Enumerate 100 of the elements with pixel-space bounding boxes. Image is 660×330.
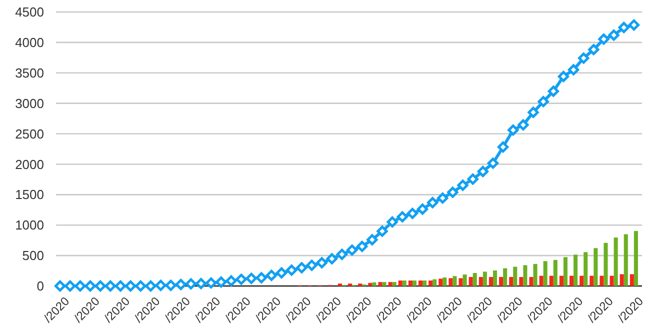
bar: [594, 248, 598, 286]
bar: [600, 276, 604, 286]
bar: [614, 238, 618, 286]
point: [578, 52, 590, 64]
point: [216, 276, 227, 288]
y-tick-label: 3500: [15, 65, 44, 80]
point: [356, 240, 368, 252]
point: [326, 253, 338, 264]
point: [457, 180, 468, 191]
point: [467, 174, 478, 185]
bar: [559, 276, 564, 286]
bar: [368, 282, 372, 286]
bar: [529, 276, 534, 286]
point: [598, 34, 610, 45]
y-tick-label: 500: [22, 248, 44, 264]
bar: [382, 282, 386, 286]
bar: [398, 280, 402, 286]
bar: [590, 276, 594, 286]
point: [145, 280, 156, 292]
bar: [624, 234, 628, 286]
point: [256, 272, 268, 284]
bar: [509, 276, 514, 286]
bar: [482, 272, 487, 286]
point: [94, 280, 106, 292]
point: [548, 86, 559, 97]
point: [618, 22, 630, 34]
point: [386, 216, 398, 228]
point: [608, 30, 620, 41]
bar: [519, 276, 524, 286]
bar: [533, 264, 538, 286]
point: [346, 244, 358, 256]
bar: [412, 280, 416, 286]
point: [276, 267, 288, 278]
bar: [418, 280, 423, 286]
point: [155, 280, 166, 291]
point: [396, 211, 408, 222]
bar: [630, 274, 634, 286]
bar: [584, 252, 588, 286]
bar: [570, 276, 574, 286]
bar: [392, 282, 396, 286]
point: [195, 278, 207, 290]
point: [406, 208, 418, 220]
bar: [458, 278, 463, 286]
point: [558, 70, 570, 82]
bar: [620, 274, 624, 286]
point: [628, 19, 640, 31]
point: [336, 248, 348, 260]
point: [185, 278, 197, 290]
bar: [452, 276, 457, 286]
point: [487, 158, 499, 169]
bar: [422, 280, 427, 286]
point: [306, 260, 318, 271]
point: [124, 280, 136, 292]
bar: [488, 276, 493, 286]
point: [135, 280, 146, 292]
bar: [388, 282, 392, 286]
point: [426, 197, 438, 208]
bar: [634, 231, 638, 286]
bar: [438, 278, 443, 286]
point: [296, 262, 308, 274]
y-tick-label: 4500: [15, 4, 44, 20]
point: [497, 141, 509, 153]
point: [175, 278, 186, 290]
point: [64, 280, 76, 292]
bar: [543, 261, 548, 286]
bar: [580, 276, 584, 286]
point: [246, 272, 257, 284]
bar: [442, 277, 447, 286]
point: [366, 234, 378, 246]
y-tick-label: 1000: [15, 218, 44, 233]
point: [114, 280, 126, 292]
point: [518, 119, 529, 130]
y-tick-label: 2000: [15, 156, 44, 172]
bar: [432, 279, 437, 286]
bar: [523, 265, 528, 286]
bar: [604, 242, 608, 286]
bar: [428, 280, 433, 286]
point: [165, 280, 176, 291]
bar: [574, 254, 578, 286]
bar: [553, 260, 558, 286]
bar: [378, 282, 382, 286]
point: [416, 204, 428, 215]
bar: [478, 276, 483, 286]
bar: [372, 282, 376, 286]
point: [376, 226, 388, 237]
bar: [503, 268, 508, 286]
point: [477, 166, 489, 178]
point: [74, 280, 86, 292]
point: [316, 257, 328, 268]
point: [508, 124, 519, 136]
y-tick-label: 2500: [15, 126, 44, 142]
point: [104, 280, 116, 292]
point: [54, 280, 66, 292]
point: [286, 264, 298, 276]
bar: [539, 276, 544, 286]
bar: [492, 270, 498, 286]
point: [568, 64, 580, 76]
point: [538, 96, 549, 108]
bar: [472, 272, 477, 286]
point: [437, 192, 448, 204]
